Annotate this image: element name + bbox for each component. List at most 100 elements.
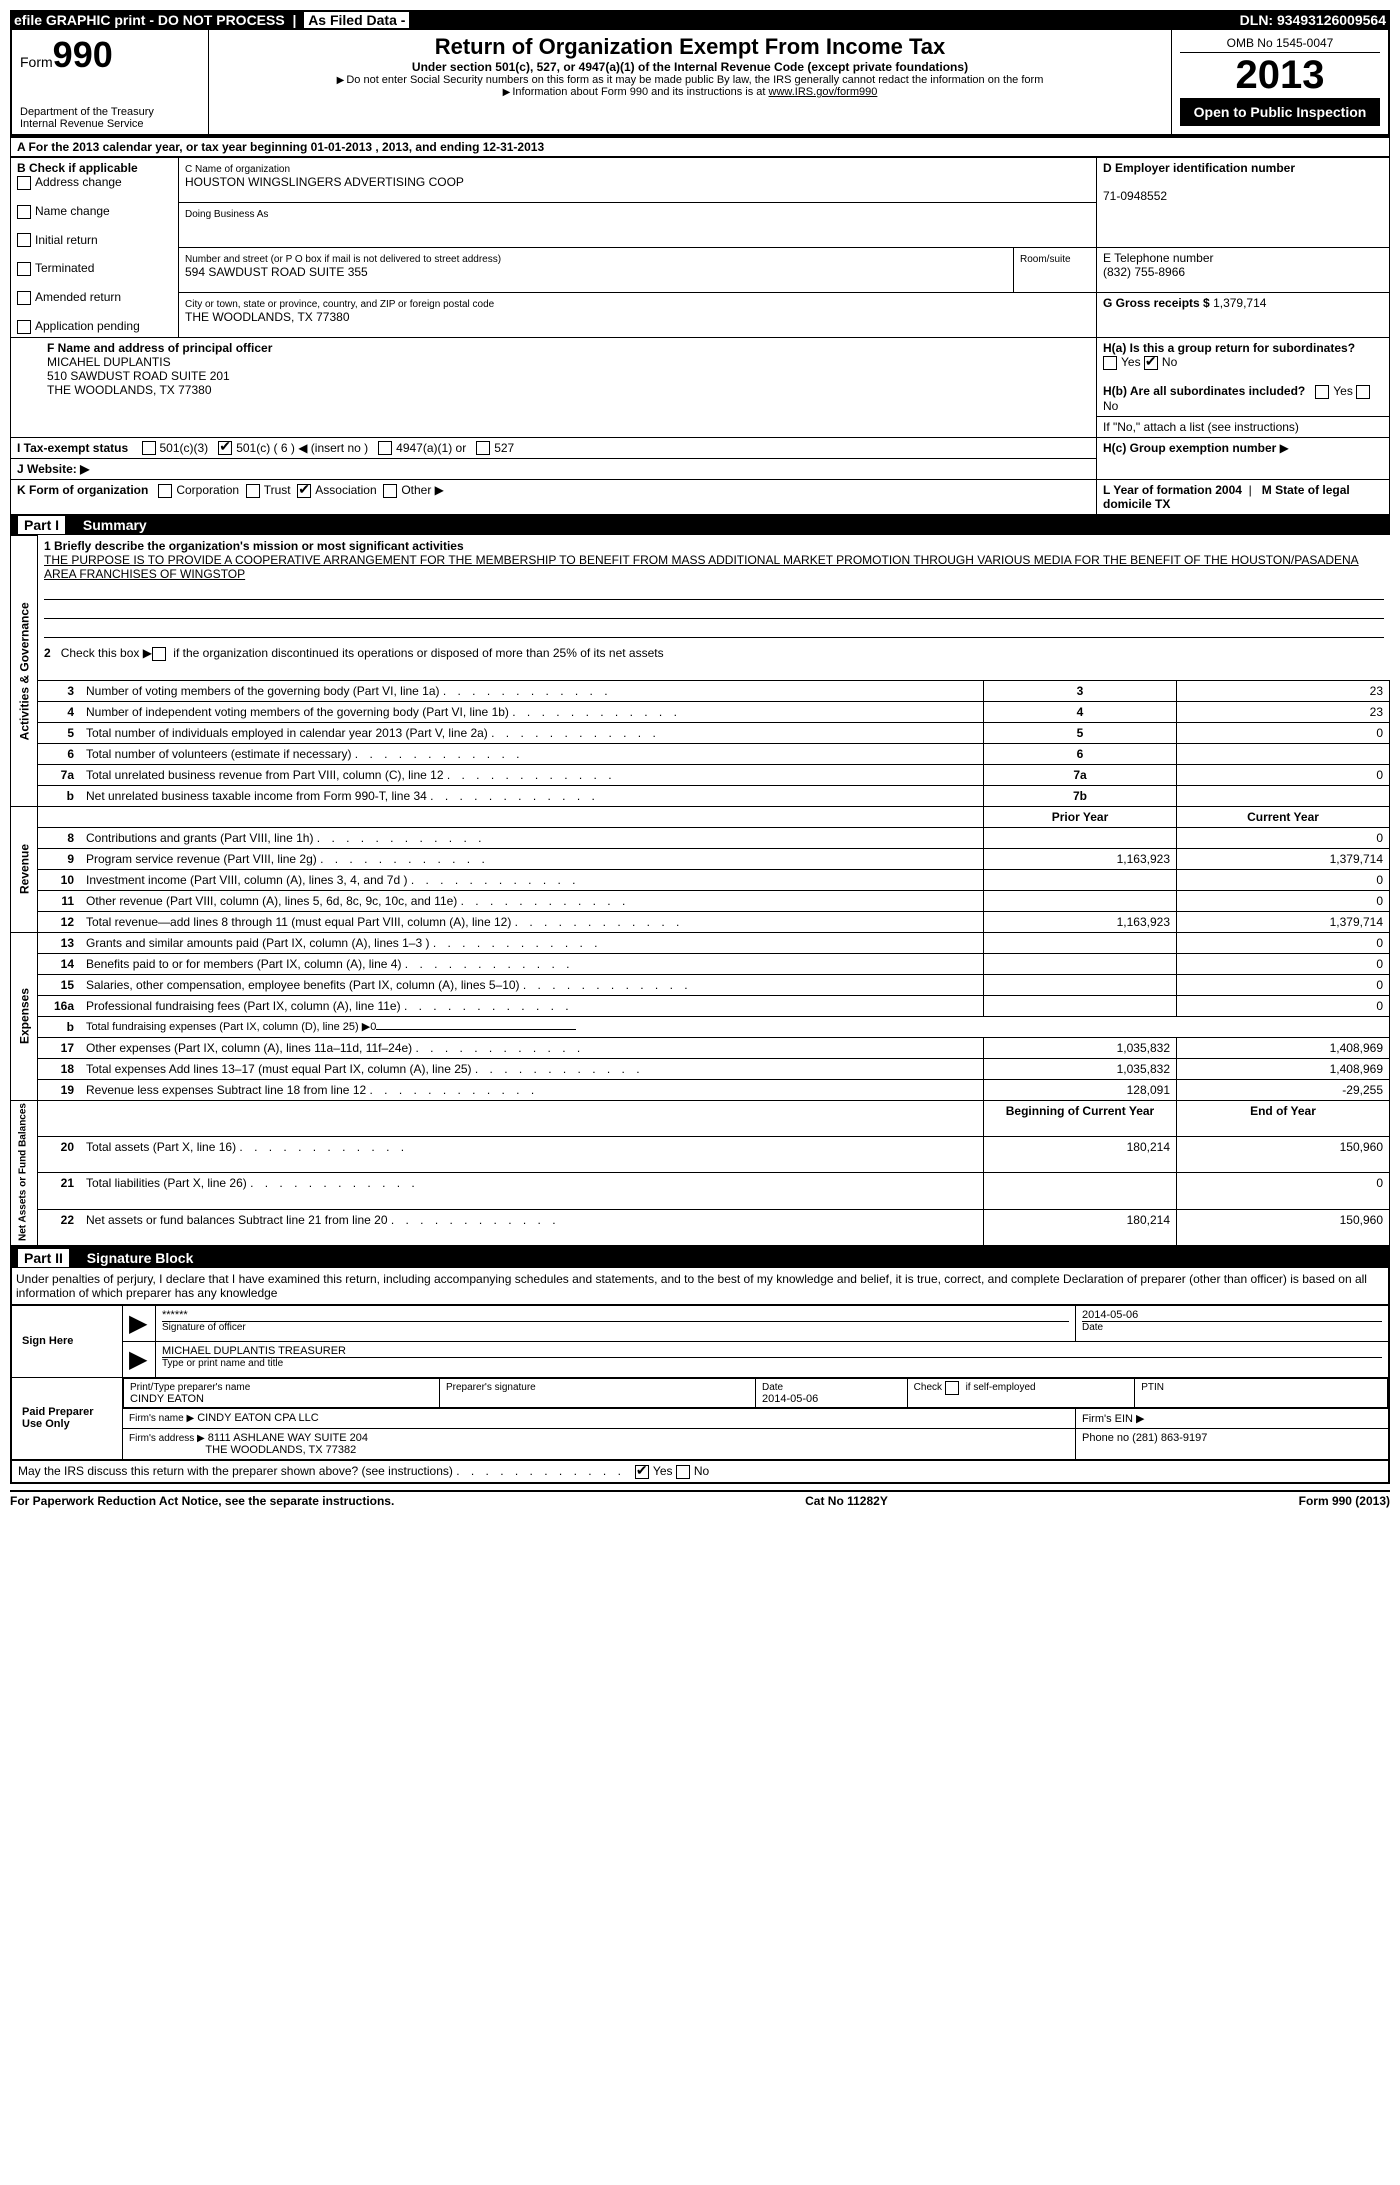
i-501c3[interactable] — [142, 441, 156, 455]
line-10-prior — [984, 869, 1177, 890]
line-9-desc: Program service revenue (Part VIII, line… — [80, 848, 984, 869]
line-4-num: 4 — [38, 701, 81, 722]
footer-left: For Paperwork Reduction Act Notice, see … — [10, 1494, 394, 1508]
k-other[interactable] — [383, 484, 397, 498]
line2: 2 Check this box ▶ if the organization d… — [38, 643, 1390, 664]
hb-label: H(b) Are all subordinates included? — [1103, 384, 1305, 398]
open-public: Open to Public Inspection — [1180, 98, 1380, 126]
i-4947[interactable] — [378, 441, 392, 455]
hb-no[interactable] — [1356, 385, 1370, 399]
i-527[interactable] — [476, 441, 490, 455]
line-10-num: 10 — [38, 869, 81, 890]
line-12-desc: Total revenue—add lines 8 through 11 (mu… — [80, 911, 984, 932]
line-22-desc: Net assets or fund balances Subtract lin… — [80, 1209, 984, 1245]
line-11-desc: Other revenue (Part VIII, column (A), li… — [80, 890, 984, 911]
line-17-desc: Other expenses (Part IX, column (A), lin… — [80, 1037, 984, 1058]
discuss-yes[interactable] — [635, 1465, 649, 1479]
line-19-curr: -29,255 — [1177, 1079, 1390, 1100]
sig-label: Signature of officer — [162, 1321, 1069, 1333]
ha-label: H(a) Is this a group return for subordin… — [1103, 341, 1355, 355]
form-number: 990 — [53, 34, 113, 75]
line-12-prior: 1,163,923 — [984, 911, 1177, 932]
part2-title: Part II — [18, 1249, 69, 1267]
sign-here-label: Sign Here — [11, 1305, 123, 1378]
line-18-num: 18 — [38, 1058, 81, 1079]
page-footer: For Paperwork Reduction Act Notice, see … — [10, 1490, 1390, 1508]
k-corp[interactable] — [158, 484, 172, 498]
as-filed: As Filed Data - — [304, 12, 409, 28]
dln: DLN: 93493126009564 — [1240, 12, 1386, 28]
date-label: Date — [1082, 1321, 1382, 1333]
line-15-num: 15 — [38, 974, 81, 995]
check-pending[interactable] — [17, 320, 31, 334]
hb-yes[interactable] — [1315, 385, 1329, 399]
line-13-desc: Grants and similar amounts paid (Part IX… — [80, 932, 984, 953]
line-9-curr: 1,379,714 — [1177, 848, 1390, 869]
firm-ein: Firm's EIN ▶ — [1076, 1408, 1390, 1428]
line-18-prior: 1,035,832 — [984, 1058, 1177, 1079]
discuss-no[interactable] — [676, 1465, 690, 1479]
org-name: HOUSTON WINGSLINGERS ADVERTISING COOP — [185, 175, 464, 189]
discuss-text: May the IRS discuss this return with the… — [18, 1464, 453, 1478]
line-7a-box: 7a — [984, 764, 1177, 785]
section-c-label: C Name of organization — [185, 164, 290, 175]
self-employed-check[interactable] — [945, 1381, 959, 1395]
officer-name: MICAHEL DUPLANTIS — [47, 355, 171, 369]
line-3-num: 3 — [38, 680, 81, 701]
officer-printed: MICHAEL DUPLANTIS TREASURER — [162, 1345, 346, 1357]
col-prior: Prior Year — [984, 806, 1177, 827]
form-title: Return of Organization Exempt From Incom… — [217, 34, 1163, 60]
col-end: End of Year — [1177, 1100, 1390, 1136]
firm-addr2: THE WOODLANDS, TX 77382 — [205, 1444, 356, 1456]
line-11-curr: 0 — [1177, 890, 1390, 911]
line-5-desc: Total number of individuals employed in … — [80, 722, 984, 743]
ha-no[interactable] — [1144, 356, 1158, 370]
line-10-curr: 0 — [1177, 869, 1390, 890]
col-begin: Beginning of Current Year — [984, 1100, 1177, 1136]
k-trust[interactable] — [246, 484, 260, 498]
part1-header: Part I Summary — [10, 515, 1390, 535]
irs-link[interactable]: www.IRS.gov/form990 — [769, 86, 878, 98]
line-8-desc: Contributions and grants (Part VIII, lin… — [80, 827, 984, 848]
line-12-curr: 1,379,714 — [1177, 911, 1390, 932]
k-assoc[interactable] — [297, 484, 311, 498]
line-20-prior: 180,214 — [984, 1137, 1177, 1173]
check-address[interactable] — [17, 176, 31, 190]
dept-treasury: Department of the Treasury — [20, 106, 200, 118]
line-18-desc: Total expenses Add lines 13–17 (must equ… — [80, 1058, 984, 1079]
line-16a-curr: 0 — [1177, 995, 1390, 1016]
section-g-label: G Gross receipts $ — [1103, 296, 1210, 310]
part2-header: Part II Signature Block — [10, 1246, 1390, 1268]
tax-year: 2013 — [1180, 53, 1380, 98]
section-d-label: D Employer identification number — [1103, 161, 1295, 175]
part1-subtitle: Summary — [77, 516, 153, 534]
line-4-val: 23 — [1177, 701, 1390, 722]
check-amended[interactable] — [17, 291, 31, 305]
signature-table: Sign Here ▶ ****** Signature of officer … — [10, 1304, 1390, 1461]
line-10-desc: Investment income (Part VIII, column (A)… — [80, 869, 984, 890]
check-name[interactable] — [17, 205, 31, 219]
ha-yes[interactable] — [1103, 356, 1117, 370]
line-13-prior — [984, 932, 1177, 953]
line-9-num: 9 — [38, 848, 81, 869]
line-21-curr: 0 — [1177, 1173, 1390, 1209]
line-14-prior — [984, 953, 1177, 974]
mission: THE PURPOSE IS TO PROVIDE A COOPERATIVE … — [44, 553, 1359, 581]
form-label: Form — [20, 54, 53, 70]
line-14-num: 14 — [38, 953, 81, 974]
section-a: A For the 2013 calendar year, or tax yea… — [10, 136, 1390, 157]
line-b-num: b — [38, 1016, 81, 1037]
line-18-curr: 1,408,969 — [1177, 1058, 1390, 1079]
check-initial[interactable] — [17, 233, 31, 247]
firm-phone: Phone no (281) 863-9197 — [1076, 1428, 1390, 1460]
check-terminated[interactable] — [17, 262, 31, 276]
section-j: J Website: ▶ — [17, 462, 89, 476]
vlabel-gov: Activities & Governance — [11, 536, 38, 806]
line-16a-num: 16a — [38, 995, 81, 1016]
line-12-num: 12 — [38, 911, 81, 932]
header-grid: B Check if applicable Address change Nam… — [10, 157, 1390, 515]
efile-text: efile GRAPHIC print - DO NOT PROCESS — [14, 12, 285, 28]
i-501c[interactable] — [218, 441, 232, 455]
line1: 1 Briefly describe the organization's mi… — [44, 539, 464, 553]
prep-date: 2014-05-06 — [762, 1393, 818, 1405]
